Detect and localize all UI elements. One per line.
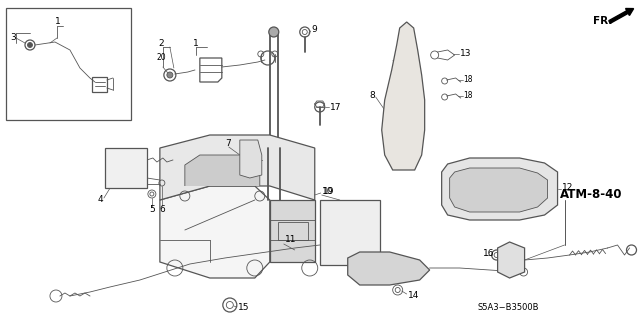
Text: 20: 20 — [157, 53, 166, 62]
Circle shape — [269, 27, 279, 37]
Text: ATM-8-40: ATM-8-40 — [559, 189, 622, 202]
Text: 3: 3 — [10, 33, 16, 42]
Text: 8: 8 — [370, 91, 376, 100]
Text: 19: 19 — [323, 188, 334, 197]
Polygon shape — [240, 140, 262, 178]
Bar — [105, 148, 147, 188]
Text: 4: 4 — [97, 196, 103, 204]
Text: FR.: FR. — [593, 16, 612, 26]
Polygon shape — [442, 158, 557, 220]
Bar — [278, 222, 308, 240]
Polygon shape — [381, 22, 425, 170]
Text: 11: 11 — [285, 235, 296, 244]
Polygon shape — [450, 168, 548, 212]
Text: 14: 14 — [408, 291, 419, 300]
Text: 17: 17 — [330, 102, 341, 112]
Bar — [320, 200, 380, 265]
Circle shape — [167, 72, 173, 78]
Text: 18: 18 — [463, 76, 473, 85]
FancyArrow shape — [609, 9, 634, 23]
Text: 2: 2 — [158, 40, 163, 48]
Text: 15: 15 — [238, 303, 250, 313]
Text: 7: 7 — [225, 138, 230, 147]
Bar — [6, 8, 131, 120]
Circle shape — [28, 42, 33, 48]
Text: PRND21: PRND21 — [486, 187, 511, 193]
Text: 6: 6 — [159, 205, 164, 214]
Polygon shape — [348, 252, 429, 285]
Polygon shape — [160, 135, 315, 200]
Polygon shape — [498, 242, 525, 278]
Text: 16: 16 — [483, 249, 494, 257]
Text: 12: 12 — [561, 183, 573, 192]
Polygon shape — [270, 200, 315, 262]
Text: 1: 1 — [193, 40, 199, 48]
Polygon shape — [160, 186, 270, 278]
Text: 18: 18 — [463, 92, 473, 100]
Text: 13: 13 — [460, 48, 471, 57]
Text: S5A3−B3500B: S5A3−B3500B — [477, 303, 539, 313]
Text: 9: 9 — [312, 26, 317, 34]
Polygon shape — [185, 155, 260, 186]
Text: 10: 10 — [322, 188, 333, 197]
Text: 1: 1 — [55, 18, 61, 26]
Text: 5: 5 — [149, 205, 155, 214]
